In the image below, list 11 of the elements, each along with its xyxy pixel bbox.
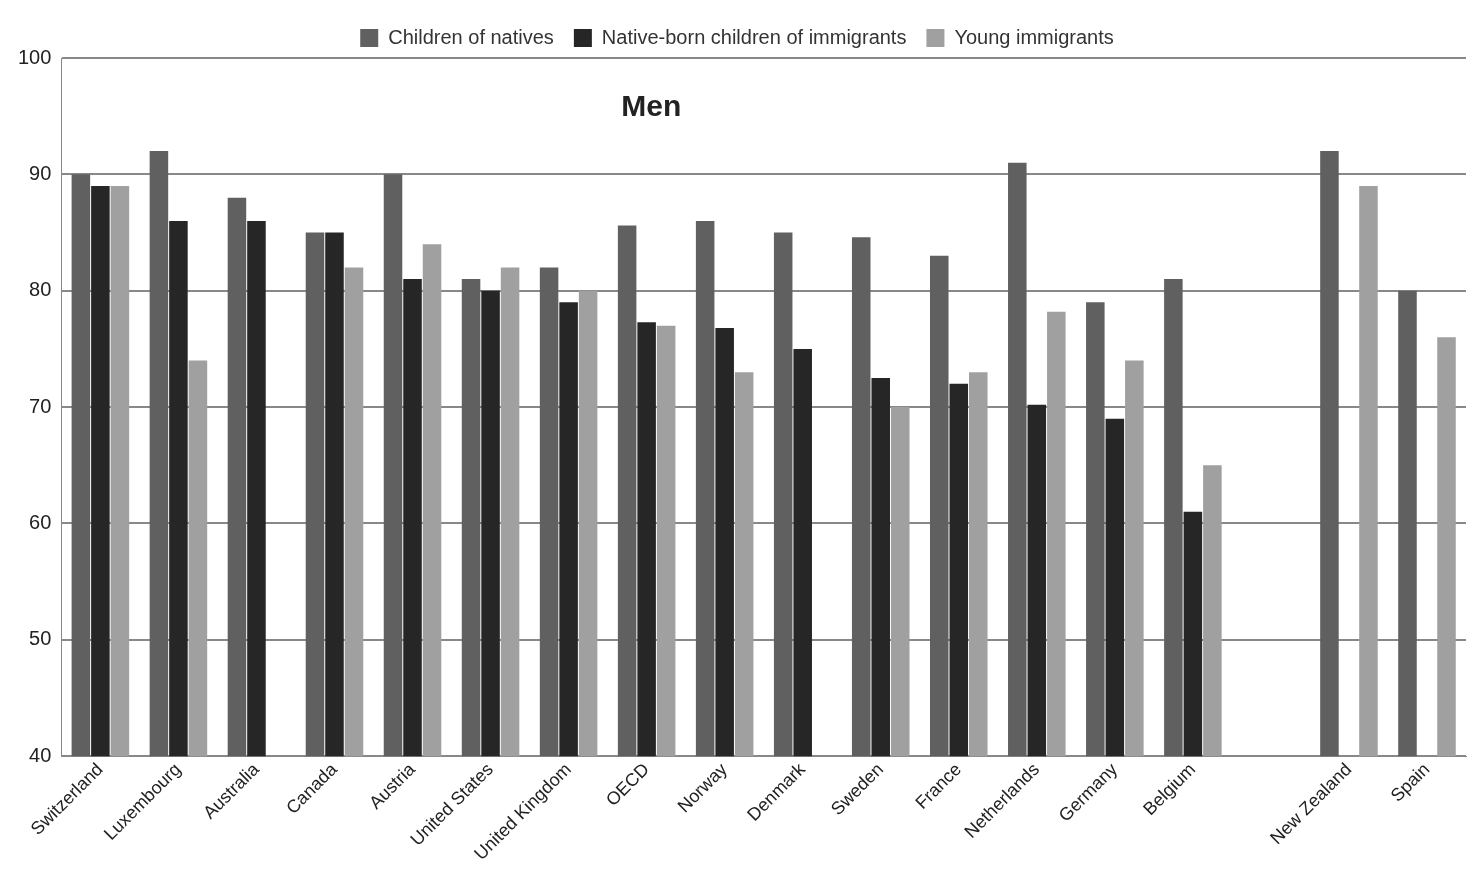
y-tick-label: 50 — [29, 627, 52, 650]
y-tick-label: 100 — [17, 45, 52, 68]
y-tick-label: 90 — [29, 161, 52, 184]
text: Men — [621, 89, 682, 123]
y-tick-label: 70 — [29, 394, 52, 417]
y-tick-label: 40 — [29, 743, 52, 766]
legend-label: Native-born children of immigrants — [601, 25, 907, 48]
y-tick-label: 60 — [29, 510, 52, 533]
legend-label: Children of natives — [388, 25, 554, 48]
y-tick-label: 80 — [29, 278, 52, 301]
legend-label: Young immigrants — [954, 25, 1114, 48]
